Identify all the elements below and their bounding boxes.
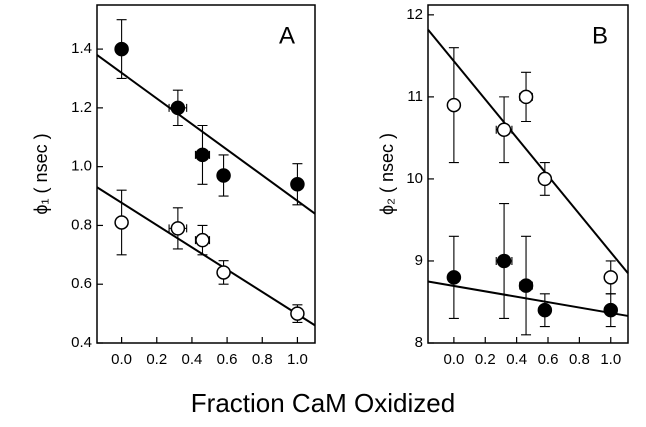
point xyxy=(496,122,512,137)
x-tick-label: 0.0 xyxy=(443,351,464,368)
point xyxy=(537,302,553,318)
point xyxy=(518,89,534,105)
point xyxy=(195,232,210,248)
point xyxy=(216,168,231,183)
x-tick-label: 1.0 xyxy=(287,351,308,368)
point xyxy=(518,278,534,293)
fit-line xyxy=(427,28,629,274)
x-axis-label: Fraction CaM Oxidized xyxy=(191,388,455,418)
y-axis-label: ϕ₁ ( nsec ) xyxy=(31,133,51,214)
x-tick-label: 1.0 xyxy=(600,351,621,368)
x-tick-label: 0.8 xyxy=(252,351,273,368)
point xyxy=(170,100,186,116)
x-tick-label: 0.4 xyxy=(506,351,527,368)
point xyxy=(290,177,305,192)
x-tick-label: 0.6 xyxy=(538,351,559,368)
plot-frame xyxy=(96,4,316,344)
x-tick-label: 0.0 xyxy=(111,351,132,368)
fit-line xyxy=(427,280,629,317)
fit-line xyxy=(96,186,316,327)
x-tick-label: 0.8 xyxy=(569,351,590,368)
point xyxy=(603,302,618,318)
y-axis-label: ϕ₂ ( nsec ) xyxy=(377,133,397,215)
point xyxy=(114,41,129,57)
y-tick-label: 8 xyxy=(415,334,423,351)
point xyxy=(537,171,553,187)
point xyxy=(114,215,129,230)
x-tick-label: 0.6 xyxy=(217,351,238,368)
y-tick-label: 9 xyxy=(415,252,423,269)
point xyxy=(496,253,512,269)
point xyxy=(170,221,186,236)
fit-line xyxy=(96,54,316,215)
x-tick-label: 0.2 xyxy=(146,351,167,368)
y-tick-label: 0.4 xyxy=(71,334,92,351)
panel-label: B xyxy=(592,22,608,49)
point xyxy=(446,97,462,113)
plot-frame xyxy=(427,4,629,344)
x-tick-label: 0.4 xyxy=(182,351,203,368)
y-tick-label: 10 xyxy=(406,170,423,187)
x-tick-label: 0.2 xyxy=(475,351,496,368)
y-tick-label: 0.6 xyxy=(71,275,92,292)
point xyxy=(446,270,462,285)
y-tick-label: 0.8 xyxy=(71,216,92,233)
panel-label: A xyxy=(279,22,295,49)
y-tick-label: 12 xyxy=(406,6,423,23)
y-tick-label: 11 xyxy=(407,88,423,105)
point xyxy=(216,265,231,280)
point xyxy=(603,270,618,285)
y-tick-label: 1.0 xyxy=(71,158,92,175)
y-tick-label: 1.4 xyxy=(71,40,92,57)
y-tick-label: 1.2 xyxy=(71,99,92,116)
point xyxy=(290,306,305,321)
point xyxy=(195,147,210,163)
